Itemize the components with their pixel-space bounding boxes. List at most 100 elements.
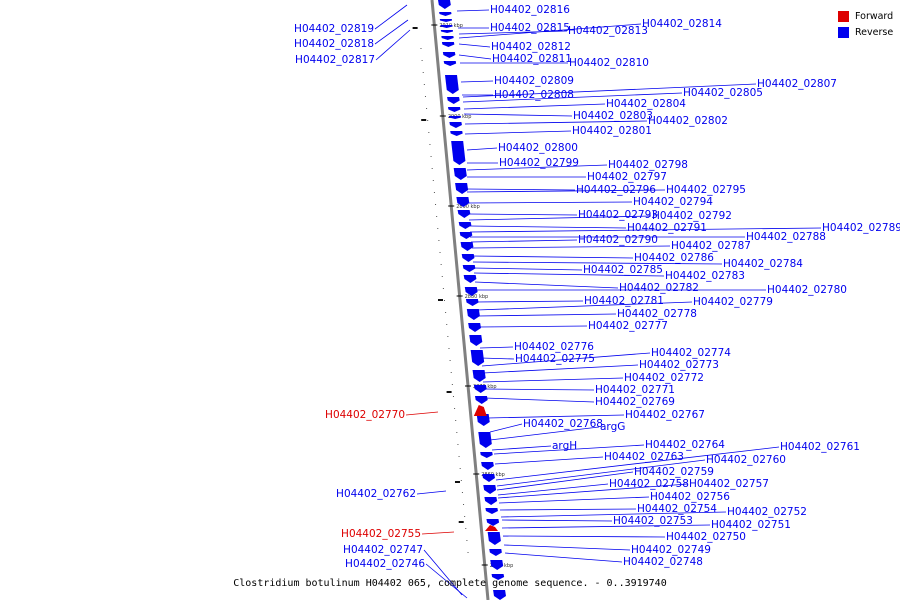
reverse-gene-glyph — [441, 42, 455, 47]
gene-label[interactable]: H04402_02805 — [683, 87, 763, 99]
leader-line — [416, 490, 447, 495]
gene-label[interactable]: H04402_02775 — [515, 353, 595, 365]
gene-label[interactable]: H04402_02814 — [642, 18, 722, 30]
leader-line — [466, 147, 498, 151]
gene-label[interactable]: H04402_02797 — [587, 171, 667, 183]
reverse-gene-glyph — [486, 519, 500, 526]
leader-line — [474, 281, 619, 289]
gene-label[interactable]: H04402_02789 — [822, 222, 900, 234]
gene-label[interactable]: H04402_02746 — [345, 558, 425, 570]
gene-label[interactable]: H04402_02785 — [583, 264, 663, 276]
gene-label[interactable]: H04402_02748 — [623, 556, 703, 568]
gene-label[interactable]: H04402_02782 — [619, 282, 699, 294]
gene-label[interactable]: H04402_02772 — [624, 372, 704, 384]
gene-label[interactable]: H04402_02812 — [491, 41, 571, 53]
gene-label[interactable]: H04402_02810 — [569, 57, 649, 69]
gene-label[interactable]: H04402_02783 — [665, 270, 745, 282]
gene-label[interactable]: H04402_02778 — [617, 308, 697, 320]
gene-label[interactable]: H04402_02787 — [671, 240, 751, 252]
leader-line — [456, 9, 490, 12]
gene-label[interactable]: H04402_02792 — [652, 210, 732, 222]
gene-label[interactable]: H04402_02757 — [689, 478, 769, 490]
gene-label[interactable]: H04402_02809 — [494, 75, 574, 87]
gene-label[interactable]: H04402_02747 — [343, 544, 423, 556]
gene-label[interactable]: H04402_02795 — [666, 184, 746, 196]
gene-label[interactable]: H04402_02815 — [490, 22, 570, 34]
gene-label[interactable]: H04402_02767 — [625, 409, 705, 421]
leader-line — [470, 239, 578, 243]
gene-label[interactable]: H04402_02807 — [757, 78, 837, 90]
scale-tick-label: 2880 kbp — [465, 294, 489, 300]
map-dot — [429, 144, 431, 145]
gene-label[interactable]: H04402_02817 — [295, 54, 375, 66]
gene-label[interactable]: H04402_02801 — [572, 125, 652, 137]
reverse-gene-glyph — [458, 222, 472, 229]
gene-label[interactable]: H04402_02749 — [631, 544, 711, 556]
gene-label[interactable]: H04402_02750 — [666, 531, 746, 543]
gene-label[interactable]: H04402_02793 — [578, 209, 658, 221]
gene-label[interactable]: H04402_02791 — [627, 222, 707, 234]
gene-label[interactable]: H04402_02800 — [498, 142, 578, 154]
gene-label[interactable]: H04402_02769 — [595, 396, 675, 408]
gene-label[interactable]: H04402_02763 — [604, 451, 684, 463]
gene-label[interactable]: H04402_02771 — [595, 384, 675, 396]
gene-label[interactable]: H04402_02790 — [578, 234, 658, 246]
reverse-gene-glyph — [476, 414, 490, 426]
gene-label[interactable]: H04402_02770 — [325, 409, 405, 421]
gene-label[interactable]: H04402_02813 — [568, 25, 648, 37]
gene-label[interactable]: H04402_02780 — [767, 284, 847, 296]
gene-label[interactable]: H04402_02756 — [650, 491, 730, 503]
gene-label[interactable]: H04402_02768 — [523, 418, 603, 430]
leader-line — [463, 113, 573, 117]
gene-label[interactable]: H04402_02786 — [634, 252, 714, 264]
gene-label[interactable]: H04402_02773 — [639, 359, 719, 371]
gene-label[interactable]: H04402_02761 — [780, 441, 860, 453]
gene-label[interactable]: H04402_02794 — [633, 196, 713, 208]
gene-label[interactable]: H04402_02788 — [746, 231, 826, 243]
reverse-gene-glyph — [438, 0, 451, 9]
gene-label[interactable]: H04402_02784 — [723, 258, 803, 270]
leader-line — [466, 189, 666, 193]
gene-label[interactable]: H04402_02760 — [706, 454, 786, 466]
leader-line — [458, 43, 491, 48]
reverse-gene-glyph — [439, 12, 452, 16]
leader-line — [458, 23, 642, 39]
leader-line — [471, 245, 671, 249]
gene-label[interactable]: H04402_02753 — [613, 515, 693, 527]
gene-label[interactable]: H04402_02802 — [648, 115, 728, 127]
leader-line — [499, 508, 637, 511]
map-dot — [437, 228, 439, 229]
gene-label[interactable]: H04402_02796 — [576, 184, 656, 196]
gene-label[interactable]: H04402_02803 — [573, 110, 653, 122]
gene-label[interactable]: H04402_02798 — [608, 159, 688, 171]
leader-line — [481, 352, 651, 367]
gene-label[interactable]: argH — [552, 440, 577, 452]
gene-label[interactable]: H04402_02819 — [294, 23, 374, 35]
gene-label[interactable]: H04402_02755 — [341, 528, 421, 540]
gene-label[interactable]: H04402_02762 — [336, 488, 416, 500]
gene-label[interactable]: H04402_02818 — [294, 38, 374, 50]
legend-forward: Forward — [838, 8, 893, 24]
gene-label[interactable]: H04402_02759 — [634, 466, 714, 478]
map-dot — [448, 348, 450, 349]
gene-label[interactable]: H04402_02752 — [727, 506, 807, 518]
gene-label[interactable]: H04402_02804 — [606, 98, 686, 110]
leader-line — [484, 397, 595, 403]
gene-label[interactable]: H04402_02816 — [490, 4, 570, 16]
gene-label[interactable]: H04402_02774 — [651, 347, 731, 359]
gene-label[interactable]: argG — [600, 421, 625, 433]
forward-swatch — [838, 10, 849, 22]
gene-label[interactable]: H04402_02777 — [588, 320, 668, 332]
gene-label[interactable]: H04402_02779 — [693, 296, 773, 308]
gene-label[interactable]: H04402_02808 — [494, 89, 574, 101]
gene-label[interactable]: H04402_02754 — [637, 503, 717, 515]
gene-label[interactable]: H04402_02811 — [492, 53, 572, 65]
gene-label[interactable]: H04402_02764 — [645, 439, 725, 451]
gene-label[interactable]: H04402_02758 — [609, 478, 689, 490]
gene-label[interactable]: H04402_02781 — [584, 295, 664, 307]
gene-label[interactable]: H04402_02799 — [499, 157, 579, 169]
gene-label[interactable]: H04402_02776 — [514, 341, 594, 353]
gene-label[interactable]: H04402_02751 — [711, 519, 791, 531]
reverse-gene-glyph — [445, 75, 459, 94]
